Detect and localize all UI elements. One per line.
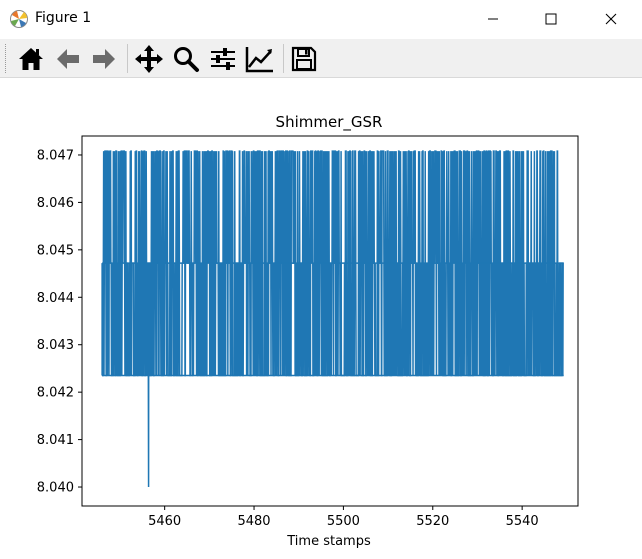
edit-axes-button[interactable]	[243, 42, 277, 76]
x-tick-label: 5500	[327, 514, 360, 529]
y-tick-label: 8.045	[37, 243, 74, 258]
x-axis: 5460 5480 5500 5520 5540	[148, 506, 539, 529]
maximize-button[interactable]	[528, 0, 574, 38]
y-tick-label: 8.046	[37, 196, 74, 211]
back-button[interactable]	[51, 42, 85, 76]
series-line	[101, 150, 564, 488]
navigation-toolbar	[0, 39, 642, 78]
window-title: Figure 1	[35, 10, 92, 26]
series-gsr	[101, 150, 564, 488]
y-tick-label: 8.044	[37, 291, 74, 306]
toolbar-grip[interactable]	[5, 44, 8, 73]
home-button[interactable]	[14, 42, 48, 76]
x-tick-label: 5480	[237, 514, 270, 529]
save-button[interactable]	[287, 42, 321, 76]
floppy-disk-icon	[290, 45, 318, 73]
y-tick-label: 8.042	[37, 386, 74, 401]
toolbar-separator	[283, 44, 284, 73]
y-tick-label: 8.041	[37, 433, 74, 448]
y-tick-label: 8.047	[37, 148, 74, 163]
arrow-right-icon	[90, 45, 118, 73]
magnifier-icon	[172, 45, 200, 73]
subplots-button[interactable]	[206, 42, 240, 76]
close-button[interactable]	[588, 0, 634, 38]
sliders-icon	[209, 45, 237, 73]
pan-button[interactable]	[132, 42, 166, 76]
matplotlib-logo-icon	[9, 9, 29, 29]
chart[interactable]: Shimmer_GSR 5460 5480 5500 5520 5540 8.0408.…	[0, 79, 642, 559]
chart-title: Shimmer_GSR	[276, 113, 383, 132]
y-tick-label: 8.040	[37, 481, 74, 496]
plot-frame	[81, 135, 579, 507]
x-axis-label: Time stamps	[286, 534, 371, 549]
toolbar-separator	[127, 44, 128, 73]
zoom-button[interactable]	[169, 42, 203, 76]
x-tick-label: 5460	[148, 514, 181, 529]
y-tick-label: 8.043	[37, 338, 74, 353]
line-chart-icon	[245, 45, 275, 73]
x-tick-label: 5520	[416, 514, 449, 529]
x-tick-label: 5540	[506, 514, 539, 529]
minimize-button[interactable]	[470, 0, 516, 38]
forward-button[interactable]	[87, 42, 121, 76]
arrow-left-icon	[54, 45, 82, 73]
maximize-icon	[545, 13, 557, 25]
home-icon	[17, 45, 45, 73]
window-titlebar: Figure 1	[0, 0, 642, 38]
minimize-icon	[487, 13, 499, 25]
move-icon	[134, 44, 164, 74]
close-icon	[605, 13, 617, 25]
y-axis: 8.040 8.041 8.042 8.043 8.044 8.045 8.046 8.047	[37, 148, 82, 496]
figure-canvas[interactable]: Shimmer_GSR 5460 5480 5500 5520 5540 8.040 8.…	[0, 79, 642, 559]
